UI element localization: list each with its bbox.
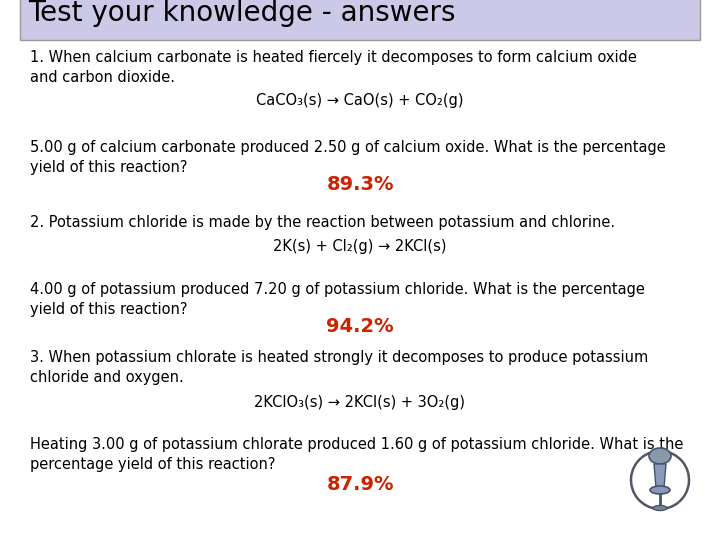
Text: 94.2%: 94.2% xyxy=(326,318,394,336)
Text: 4.00 g of potassium produced 7.20 g of potassium chloride. What is the percentag: 4.00 g of potassium produced 7.20 g of p… xyxy=(30,282,645,317)
Text: 87.9%: 87.9% xyxy=(326,476,394,495)
FancyBboxPatch shape xyxy=(20,0,700,40)
Text: 2K(s) + Cl₂(g) → 2KCl(s): 2K(s) + Cl₂(g) → 2KCl(s) xyxy=(274,240,446,254)
Text: Test your knowledge - answers: Test your knowledge - answers xyxy=(28,0,456,27)
Text: 2KClO₃(s) → 2KCl(s) + 3O₂(g): 2KClO₃(s) → 2KCl(s) + 3O₂(g) xyxy=(254,395,466,409)
Text: 1. When calcium carbonate is heated fiercely it decomposes to form calcium oxide: 1. When calcium carbonate is heated fier… xyxy=(30,50,637,85)
Ellipse shape xyxy=(653,505,667,510)
Text: 2. Potassium chloride is made by the reaction between potassium and chlorine.: 2. Potassium chloride is made by the rea… xyxy=(30,215,615,230)
Text: 5.00 g of calcium carbonate produced 2.50 g of calcium oxide. What is the percen: 5.00 g of calcium carbonate produced 2.5… xyxy=(30,140,666,175)
Text: Heating 3.00 g of potassium chlorate produced 1.60 g of potassium chloride. What: Heating 3.00 g of potassium chlorate pro… xyxy=(30,437,683,472)
Ellipse shape xyxy=(649,448,671,464)
Ellipse shape xyxy=(650,486,670,494)
Text: 3. When potassium chlorate is heated strongly it decomposes to produce potassium: 3. When potassium chlorate is heated str… xyxy=(30,350,648,385)
Polygon shape xyxy=(654,464,666,488)
Text: CaCO₃(s) → CaO(s) + CO₂(g): CaCO₃(s) → CaO(s) + CO₂(g) xyxy=(256,92,464,107)
Text: 89.3%: 89.3% xyxy=(326,176,394,194)
